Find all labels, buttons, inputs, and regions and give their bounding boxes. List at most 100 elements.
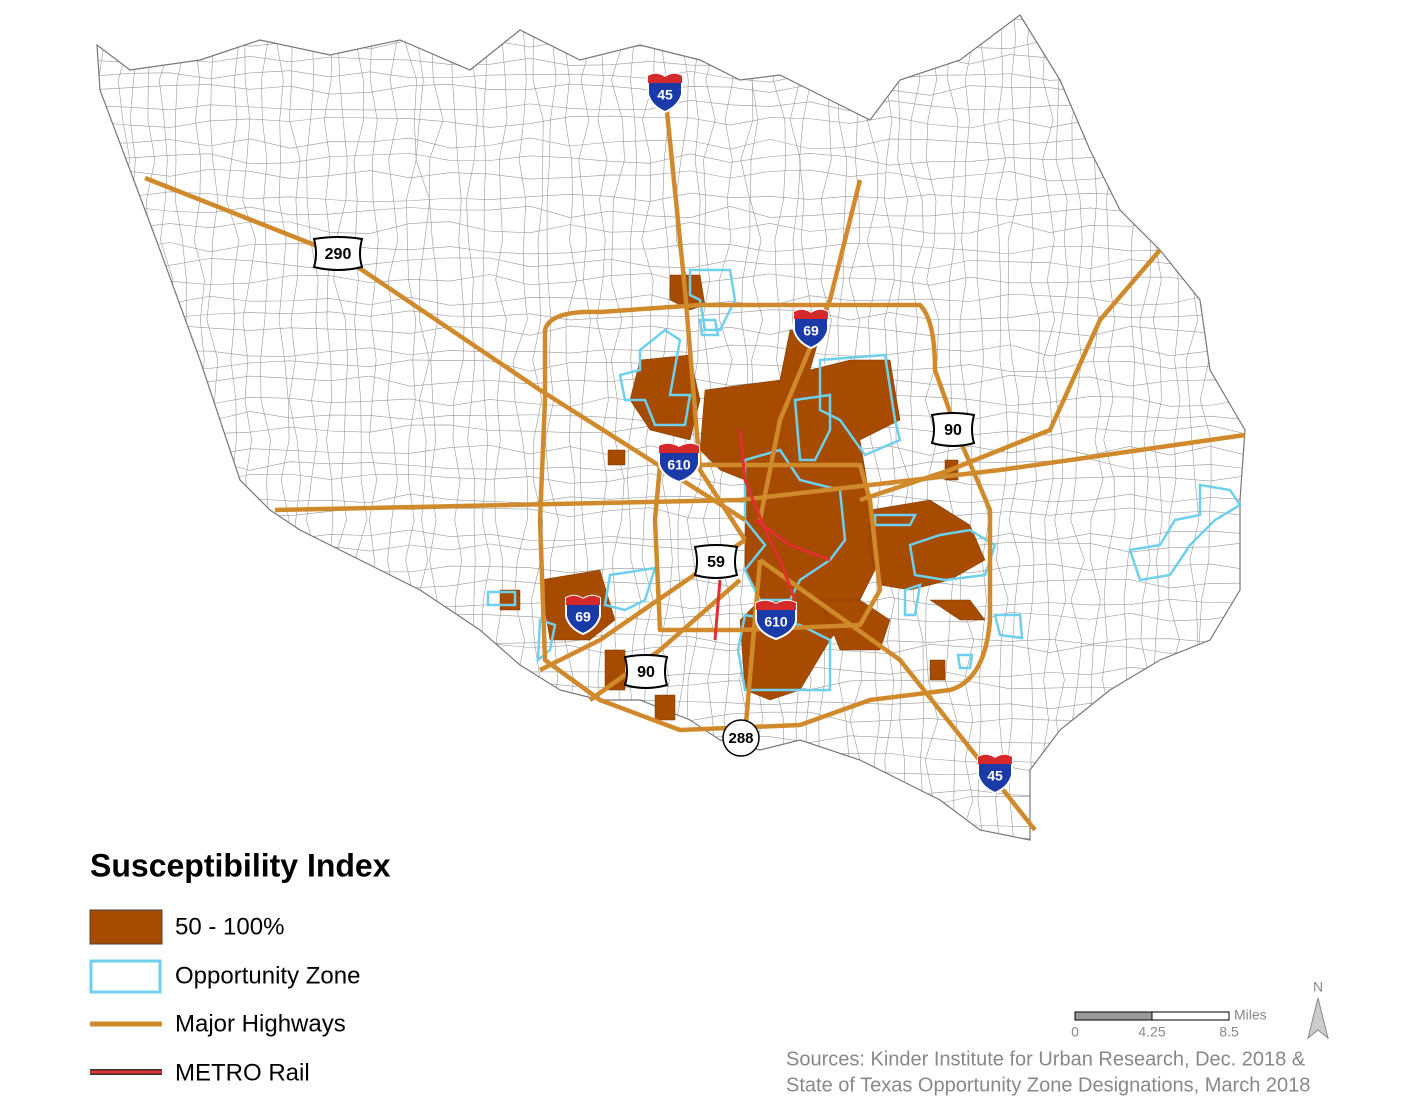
scale-label: 4.25 <box>1138 1024 1165 1040</box>
tract-line <box>97 37 1245 50</box>
shield-label: 90 <box>944 422 962 439</box>
tract-line <box>1185 15 1200 840</box>
tract-line <box>97 541 1245 554</box>
legend-swatch <box>89 959 162 994</box>
tract-line <box>97 831 1245 840</box>
scale-bar <box>1151 1011 1230 1021</box>
tract-line <box>97 596 1245 609</box>
tract-line <box>97 242 1245 255</box>
tract-line <box>403 15 417 840</box>
tract-line <box>97 257 1245 271</box>
shield-label: 69 <box>803 323 819 339</box>
tract-line <box>97 115 1245 129</box>
tract-line <box>97 15 110 840</box>
tract-line <box>353 15 368 840</box>
tract-line <box>1198 15 1212 840</box>
tract-line <box>97 764 1245 777</box>
tract-line <box>1089 15 1105 840</box>
tract-line <box>545 15 560 840</box>
scale-unit: Miles <box>1234 1007 1267 1023</box>
tract-line <box>1041 15 1056 840</box>
tract-line <box>127 15 141 840</box>
tract-line <box>275 15 290 840</box>
tract-line <box>1054 15 1069 840</box>
tract-line <box>463 15 478 840</box>
legend-title: Susceptibility Index <box>90 847 391 883</box>
shield-label: 69 <box>575 609 591 625</box>
shield-label: 610 <box>667 457 691 473</box>
tract-line <box>193 15 208 840</box>
shield-label: 290 <box>325 246 352 263</box>
tract-line <box>305 15 320 840</box>
sources: Sources: Kinder Institute for Urban Rese… <box>786 1048 1306 1070</box>
legend-label: METRO Rail <box>175 1059 310 1086</box>
interstate-shield-top <box>794 309 828 319</box>
tract-line <box>596 15 609 840</box>
tract-line <box>1167 15 1181 840</box>
us-shield <box>930 412 976 447</box>
shield-label: 59 <box>707 554 725 571</box>
tract-line <box>450 15 465 840</box>
tract-line <box>97 817 1245 829</box>
tract-line <box>242 15 257 840</box>
legend-swatch <box>89 909 163 945</box>
tract-line <box>206 15 220 840</box>
tract-line <box>97 732 1245 745</box>
tract-line <box>174 15 187 840</box>
state-shield <box>722 719 760 757</box>
tract-line <box>97 796 1245 808</box>
north-label: N <box>1313 979 1323 995</box>
shield-label: 45 <box>657 87 673 103</box>
tract-line <box>97 507 1245 520</box>
tract-line <box>976 15 990 840</box>
tract-line <box>333 15 348 840</box>
tract-line <box>97 309 1245 321</box>
tract-line <box>117 15 131 840</box>
tract-line <box>481 15 491 840</box>
tract-line <box>97 751 1245 764</box>
tract-line <box>97 786 1245 799</box>
highway-shields: 45 290 69 90 610 59 69 610 90 288 45 <box>312 72 1013 795</box>
tract-line <box>97 344 1245 357</box>
legend-label: 50 - 100% <box>175 913 284 940</box>
tract-line <box>564 15 578 840</box>
shield-label: 610 <box>764 614 788 630</box>
tract-line <box>97 492 1245 505</box>
tract-line <box>415 15 431 840</box>
shield-label: 45 <box>987 768 1003 784</box>
scale-bar <box>1074 1011 1153 1021</box>
tract-line <box>288 15 301 840</box>
sources: State of Texas Opportunity Zone Designat… <box>786 1074 1310 1096</box>
tract-line <box>225 15 240 840</box>
shield-label: 288 <box>728 730 753 747</box>
susceptible-areas <box>499 274 986 721</box>
tract-line <box>97 643 1245 655</box>
interstate-shield-top <box>978 754 1012 764</box>
us-shield <box>693 544 739 579</box>
interstate-shield-top <box>648 73 682 83</box>
tract-line <box>97 168 1245 182</box>
interstate-shield-top <box>566 595 600 605</box>
tract-line <box>1070 15 1085 840</box>
metro-rail <box>713 429 831 641</box>
tract-line <box>1152 15 1167 840</box>
tract-line <box>97 678 1245 691</box>
interstate-shield-top <box>659 443 699 453</box>
tract-line <box>97 191 1245 203</box>
tract-line <box>995 15 1009 840</box>
tract-line <box>367 15 379 840</box>
tract-line <box>610 15 625 840</box>
scale-label: 0 <box>1071 1024 1079 1040</box>
tract-line <box>97 221 1245 234</box>
tract-line <box>1123 15 1138 840</box>
tract-line <box>97 324 1245 337</box>
tract-line <box>1026 15 1040 840</box>
tract-line <box>1101 15 1116 840</box>
tract-line <box>323 15 334 840</box>
tract-line <box>386 15 399 840</box>
highways <box>144 91 1246 832</box>
scale-label: 8.5 <box>1219 1024 1239 1040</box>
north-arrow <box>1307 997 1329 1040</box>
tract-line <box>260 15 274 840</box>
